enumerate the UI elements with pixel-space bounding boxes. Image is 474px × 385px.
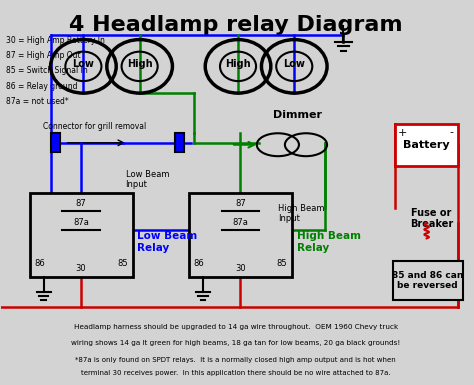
Text: -: - (449, 127, 453, 137)
Text: Low Beam
Input: Low Beam Input (126, 169, 169, 189)
Text: 85: 85 (117, 259, 128, 268)
Text: 30: 30 (235, 264, 246, 273)
Text: 30: 30 (76, 264, 86, 273)
FancyBboxPatch shape (29, 192, 133, 276)
Text: Connector for grill removal: Connector for grill removal (44, 122, 147, 131)
FancyBboxPatch shape (392, 261, 463, 300)
Text: High: High (127, 59, 153, 69)
Text: terminal 30 receives power.  In this application there should be no wire attache: terminal 30 receives power. In this appl… (81, 370, 391, 376)
Text: Fuse or
Breaker: Fuse or Breaker (410, 208, 453, 229)
Text: Headlamp harness should be upgraded to 14 ga wire throughout.  OEM 1960 Chevy tr: Headlamp harness should be upgraded to 1… (73, 325, 398, 330)
Text: wiring shows 14 ga lt green for high beams, 18 ga tan for low beams, 20 ga black: wiring shows 14 ga lt green for high bea… (71, 340, 401, 346)
Text: 85: 85 (277, 259, 287, 268)
Text: High: High (225, 59, 251, 69)
Text: Dimmer: Dimmer (273, 110, 322, 120)
Text: 87 = High Amp Out: 87 = High Amp Out (6, 51, 81, 60)
Text: +: + (397, 127, 407, 137)
Text: 85 = Switch Signal In: 85 = Switch Signal In (6, 66, 88, 75)
FancyBboxPatch shape (175, 133, 184, 152)
Text: 86: 86 (193, 259, 204, 268)
Text: 87: 87 (235, 199, 246, 208)
Text: 87: 87 (76, 199, 86, 208)
Text: Low: Low (73, 59, 94, 69)
Text: 85 and 86 can
be reversed: 85 and 86 can be reversed (392, 271, 464, 290)
FancyBboxPatch shape (189, 192, 292, 276)
Text: *87a is only found on SPDT relays.  It is a normally closed high amp output and : *87a is only found on SPDT relays. It is… (75, 357, 396, 363)
Text: 86 = Relay ground: 86 = Relay ground (6, 82, 78, 90)
Text: 4 Headlamp relay Diagram: 4 Headlamp relay Diagram (69, 15, 402, 35)
Text: Battery: Battery (403, 140, 450, 150)
Text: Low: Low (283, 59, 305, 69)
Text: 30 = High Amp Battery In: 30 = High Amp Battery In (6, 36, 105, 45)
Text: Low Beam
Relay: Low Beam Relay (137, 231, 198, 253)
Text: 87a = not used*: 87a = not used* (6, 97, 69, 106)
Text: 87a: 87a (232, 218, 248, 227)
Text: High Beam
Input: High Beam Input (278, 204, 324, 223)
Text: 87a: 87a (73, 218, 89, 227)
Text: 86: 86 (34, 259, 45, 268)
Text: High Beam
Relay: High Beam Relay (297, 231, 361, 253)
FancyBboxPatch shape (395, 124, 458, 166)
FancyBboxPatch shape (51, 133, 60, 152)
